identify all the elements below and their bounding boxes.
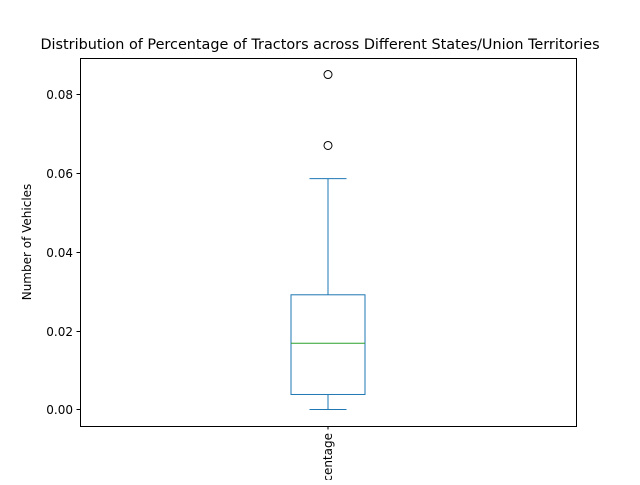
y-tick-label: 0.08 — [46, 88, 73, 102]
x-tick-label: Percentage — [321, 433, 335, 480]
y-tick-label: 0.04 — [46, 246, 73, 260]
plot-frame — [80, 58, 577, 427]
box-plot-marks — [290, 70, 366, 410]
y-tick-label: 0.00 — [46, 403, 73, 417]
y-axis-ticks: 0.00 0.02 0.04 0.06 0.08 — [46, 88, 80, 417]
y-tick-label: 0.02 — [46, 325, 73, 339]
outlier-point — [323, 70, 333, 80]
x-axis-ticks: Percentage — [321, 426, 335, 480]
iqr-box — [290, 294, 366, 395]
y-tick-label: 0.06 — [46, 167, 73, 181]
y-axis-label: Number of Vehicles — [20, 184, 34, 301]
chart-title: Distribution of Percentage of Tractors a… — [40, 37, 599, 53]
outlier-point — [323, 140, 333, 150]
